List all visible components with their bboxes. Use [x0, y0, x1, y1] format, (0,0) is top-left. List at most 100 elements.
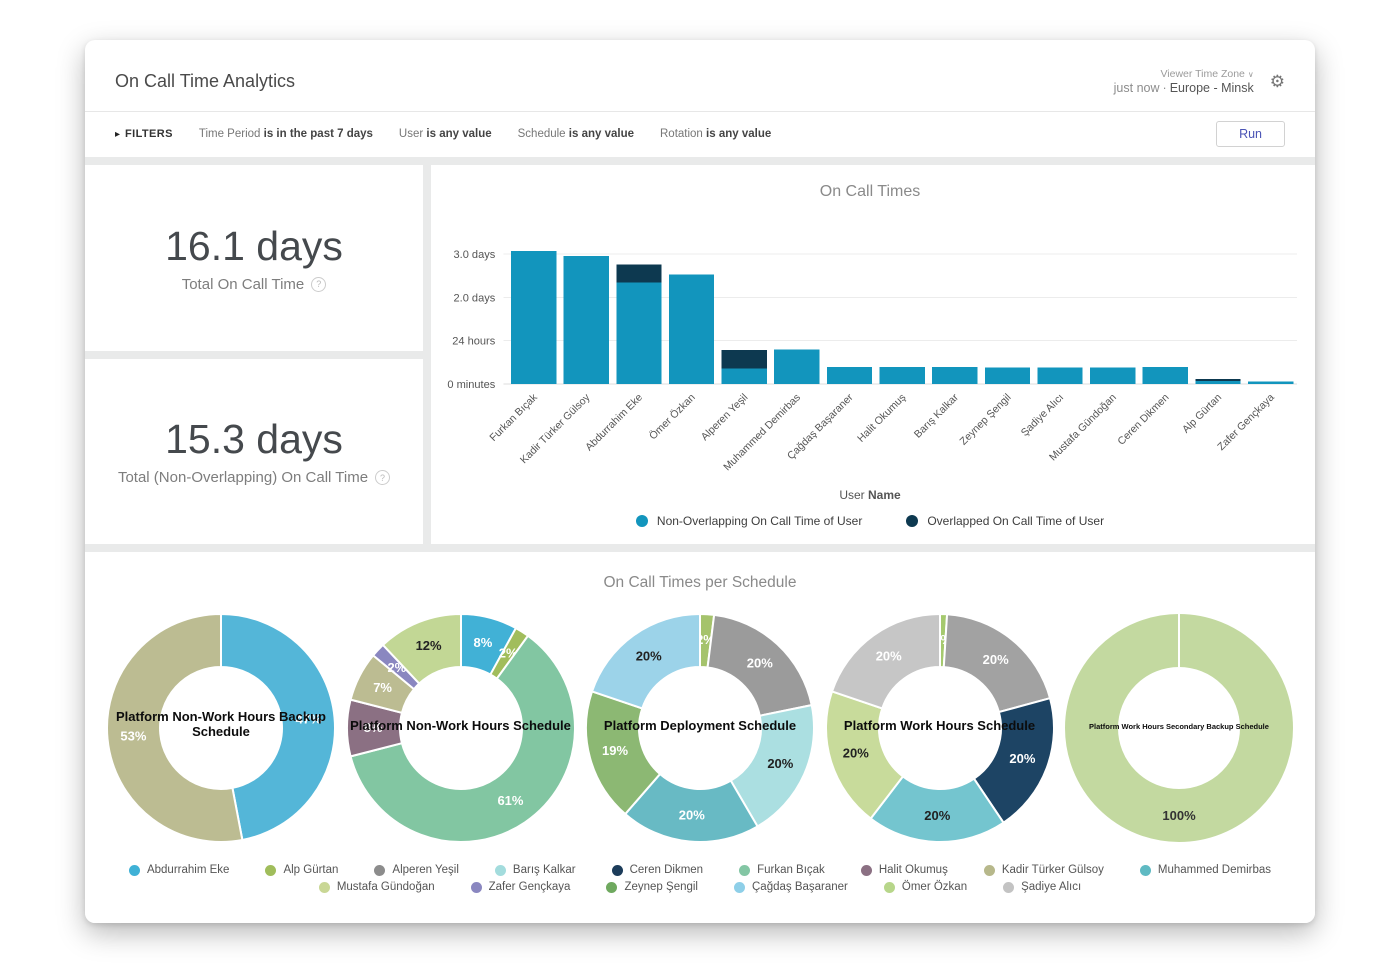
bar-non-overlapping[interactable]	[721, 368, 767, 384]
bar-legend-item[interactable]: Non-Overlapping On Call Time of User	[635, 514, 862, 528]
gear-icon[interactable]: ⚙	[1269, 72, 1285, 91]
user-legend-item[interactable]: Muhammed Demirbas	[1139, 864, 1271, 876]
chevron-down-icon: ∨	[1247, 70, 1254, 79]
bar-non-overlapping[interactable]	[826, 366, 873, 384]
donut-slice[interactable]	[348, 634, 576, 844]
bar-overlapped[interactable]	[1195, 379, 1241, 381]
legend-dot-icon	[470, 881, 482, 893]
help-icon[interactable]: ?	[311, 276, 327, 292]
donut-slice[interactable]	[590, 613, 701, 710]
user-legend-item[interactable]: Şadiye Alıcı	[1003, 881, 1081, 893]
user-legend-item[interactable]: Çağdaş Başaraner	[734, 881, 848, 893]
legend-dot-icon	[734, 881, 745, 893]
donut-slice[interactable]	[220, 613, 336, 842]
bar-chart-title: On Call Times	[819, 183, 921, 200]
user-legend-item[interactable]: Ömer Özkan	[883, 881, 967, 893]
top-row: 16.1 days Total On Call Time ? 15.3 days…	[85, 165, 1315, 545]
bar-non-overlapping[interactable]	[511, 251, 557, 384]
bar-non-overlapping[interactable]	[879, 366, 925, 384]
x-tick-label: Barış Kalkar	[912, 391, 961, 440]
user-legend-item[interactable]: Halit Okumuş	[860, 864, 948, 876]
slice-percentage-label: 20%	[982, 652, 1008, 667]
bar-overlapped[interactable]	[616, 264, 662, 283]
legend-row: Mustafa Gündoğan Zafer Gençkaya Zeynep Şen…	[95, 881, 1305, 893]
bar-non-overlapping[interactable]	[1090, 367, 1136, 384]
user-legend-item[interactable]: Barış Kalkar	[494, 864, 576, 876]
slice-percentage-label: 20%	[679, 808, 705, 823]
x-tick-label: Ömer Özkan	[647, 391, 698, 442]
stat-value: 15.3 days	[165, 416, 343, 463]
user-legend-item[interactable]: Abdurrahim Eke	[128, 864, 229, 876]
filter-item[interactable]: Rotation is any value	[660, 128, 772, 140]
timezone-status: just now · Europe - Minsk	[1113, 81, 1254, 95]
x-axis-title: User Name	[839, 488, 901, 503]
donut-slice[interactable]	[830, 613, 941, 710]
filters-toggle[interactable]: ▸ FILTERS	[115, 128, 173, 140]
x-tick-label: Zafer Gençkaya	[1215, 391, 1277, 453]
bar-non-overlapping[interactable]	[1248, 381, 1294, 384]
dashboard-container: On Call Time Analytics Viewer Time Zone ∨…	[85, 40, 1315, 924]
help-icon[interactable]: ?	[375, 470, 391, 486]
filter-item[interactable]: User is any value	[398, 128, 492, 140]
content: 16.1 days Total On Call Time ? 15.3 days…	[85, 157, 1315, 924]
user-legend-item[interactable]: Zeynep Şengil	[606, 881, 698, 893]
stat-value: 16.1 days	[165, 222, 343, 269]
header-right: Viewer Time Zone ∨ just now · Europe - Mins…	[1114, 68, 1285, 95]
user-legend: Abdurrahim Eke Alp Gürtan Alperen Yeşil Bar…	[95, 864, 1305, 893]
bar-non-overlapping[interactable]	[616, 282, 662, 384]
legend-dot-icon	[1003, 881, 1015, 893]
bar-overlapped[interactable]	[721, 350, 767, 369]
slice-percentage-label: 47%	[296, 712, 322, 727]
user-legend-item[interactable]: Alp Gürtan	[265, 864, 338, 876]
filter-item[interactable]: Time Period is in the past 7 days	[198, 128, 373, 140]
user-legend-item[interactable]: Mustafa Gündoğan	[318, 881, 435, 893]
x-tick-label: Zeynep Şengil	[957, 392, 1013, 448]
bar-non-overlapping[interactable]	[1195, 380, 1241, 384]
legend-dot-icon	[983, 864, 995, 876]
user-legend-item[interactable]: Furkan Bıçak	[739, 864, 825, 876]
donut-svg: 47% 53%	[106, 613, 336, 844]
donut-slice[interactable]	[381, 613, 462, 686]
stat-card-total-on-call-time: 16.1 days Total On Call Time ?	[85, 165, 423, 351]
filter-items: Time Period is in the past 7 days User is…	[199, 128, 771, 140]
legend-dot-icon	[494, 864, 506, 876]
donut-slice[interactable]	[106, 613, 244, 844]
bar-non-overlapping[interactable]	[932, 366, 978, 384]
x-tick-label: Furkan Bıçak	[487, 391, 540, 444]
slice-percentage-label: 20%	[924, 808, 950, 823]
bar-non-overlapping[interactable]	[668, 274, 715, 384]
bar-non-overlapping[interactable]	[984, 367, 1031, 384]
donut-chart: 47% 53% Platform Non-Work Hours Backup Sch…	[103, 610, 339, 846]
legend-dot-icon	[611, 864, 623, 876]
user-legend-item[interactable]: Ceren Dikmen	[611, 864, 703, 876]
donut-svg: 8%2%61%8%7%2%12%	[345, 613, 576, 844]
section-title: On Call Times per Schedule	[603, 574, 797, 592]
user-legend-item[interactable]: Kadir Türker Gülsoy	[983, 864, 1104, 876]
last-updated: just now	[1113, 81, 1160, 95]
user-legend-item[interactable]: Alperen Yeşil	[374, 864, 459, 876]
bar-non-overlapping[interactable]	[1142, 366, 1188, 384]
run-button[interactable]: Run	[1216, 121, 1285, 147]
legend-dot-icon	[883, 881, 895, 893]
donut-chart: 1% 20% 20% 20% 20% 20% Platform Work Hours Sch…	[822, 610, 1058, 846]
bar-non-overlapping[interactable]	[774, 349, 820, 384]
x-tick-label: Alp Gürtan	[1180, 391, 1224, 435]
bar-legend-item[interactable]: Overlapped On Call Time of User	[906, 514, 1104, 528]
slice-percentage-label: 7%	[373, 680, 392, 695]
x-tick-label: Şadiye Alıcı	[1019, 392, 1066, 439]
filter-item[interactable]: Schedule is any value	[517, 128, 634, 140]
bar-non-overlapping[interactable]	[1037, 367, 1083, 384]
slice-percentage-label: 100%	[1162, 808, 1196, 823]
stat-label: Total On Call Time ?	[182, 276, 327, 293]
legend-dot-icon	[739, 864, 751, 876]
stat-card-total-non-overlapping-on-call-time: 15.3 days Total (Non-Overlapping) On Cal…	[85, 358, 423, 545]
slice-percentage-label: 61%	[497, 793, 523, 808]
legend-dot-icon	[374, 864, 386, 876]
slice-percentage-label: 20%	[767, 756, 793, 771]
stats-column: 16.1 days Total On Call Time ? 15.3 days…	[85, 165, 423, 545]
slice-percentage-label: 20%	[875, 649, 901, 664]
bar-non-overlapping[interactable]	[563, 255, 609, 384]
slice-percentage-label: 8%	[473, 635, 492, 650]
timezone-selector[interactable]: Viewer Time Zone ∨ just now · Europe - Mins…	[1114, 68, 1254, 95]
user-legend-item[interactable]: Zafer Gençkaya	[470, 881, 570, 893]
